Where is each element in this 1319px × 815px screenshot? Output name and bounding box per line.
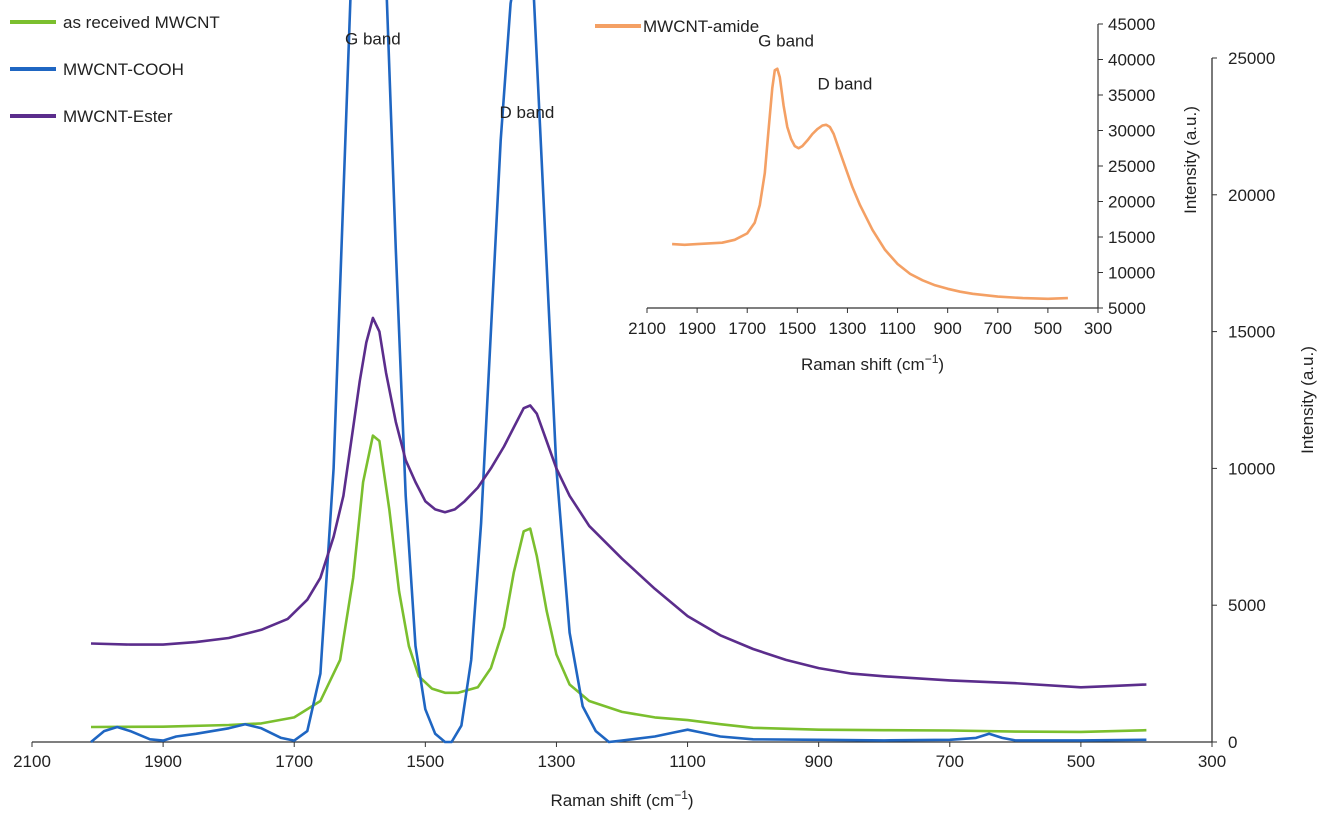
- main-legend-label: as received MWCNT: [63, 13, 220, 32]
- inset-x-tick-label: 900: [933, 319, 961, 338]
- inset-x-tick-label: 1300: [829, 319, 867, 338]
- main-x-tick-label: 900: [804, 752, 832, 771]
- inset-x-tick-label: 1500: [778, 319, 816, 338]
- inset-series-line-0: [672, 67, 1068, 301]
- inset-y-tick-label: 25000: [1108, 157, 1155, 176]
- inset-y-tick-label: 40000: [1108, 51, 1155, 70]
- inset-x-tick-label: 1900: [678, 319, 716, 338]
- main-x-tick-label: 300: [1198, 752, 1226, 771]
- inset-legend-label: MWCNT-amide: [643, 17, 759, 36]
- inset-annotation: D band: [818, 74, 873, 93]
- main-x-tick-label: 1500: [406, 752, 444, 771]
- inset-y-tick-label: 5000: [1108, 299, 1146, 318]
- inset-y-tick-label: 10000: [1108, 264, 1155, 283]
- inset-y-tick-label: 20000: [1108, 193, 1155, 212]
- inset-x-tick-label: 2100: [628, 319, 666, 338]
- inset-y-tick-label: 35000: [1108, 86, 1155, 105]
- main-y-tick-label: 20000: [1228, 186, 1275, 205]
- inset-y-tick-label: 15000: [1108, 228, 1155, 247]
- main-x-axis-label: Raman shift (cm−1): [550, 788, 693, 810]
- inset-x-tick-label: 1700: [728, 319, 766, 338]
- inset-y-axis-label: Intensity (a.u.): [1181, 106, 1200, 214]
- main-x-tick-label: 500: [1067, 752, 1095, 771]
- main-series-line-1: [90, 0, 1147, 744]
- inset-x-axis-label: Raman shift (cm−1): [801, 352, 944, 374]
- main-y-axis-label: Intensity (a.u.): [1298, 346, 1317, 454]
- main-y-tick-label: 0: [1228, 733, 1237, 752]
- main-series-line-0: [90, 434, 1147, 734]
- main-series-line-2: [90, 316, 1147, 689]
- main-x-tick-label: 1100: [669, 752, 706, 771]
- main-x-tick-label: 2100: [13, 752, 51, 771]
- main-x-tick-label: 1300: [538, 752, 576, 771]
- main-y-tick-label: 10000: [1228, 459, 1275, 478]
- main-annotation: D band: [500, 103, 555, 122]
- main-y-tick-label: 15000: [1228, 323, 1275, 342]
- inset-x-tick-label: 700: [984, 319, 1012, 338]
- main-x-tick-label: 700: [936, 752, 964, 771]
- inset-x-tick-label: 500: [1034, 319, 1062, 338]
- inset-y-tick-label: 30000: [1108, 122, 1155, 141]
- main-x-tick-label: 1700: [275, 752, 313, 771]
- main-annotation: G band: [345, 29, 401, 48]
- inset-x-tick-label: 1100: [879, 319, 916, 338]
- main-x-tick-label: 1900: [144, 752, 182, 771]
- inset-y-tick-label: 45000: [1108, 15, 1155, 34]
- inset-x-tick-label: 300: [1084, 319, 1112, 338]
- inset-annotation: G band: [758, 32, 814, 51]
- main-legend-label: MWCNT-COOH: [63, 60, 184, 79]
- main-y-tick-label: 5000: [1228, 596, 1266, 615]
- main-y-tick-label: 25000: [1228, 49, 1275, 68]
- main-legend-label: MWCNT-Ester: [63, 107, 173, 126]
